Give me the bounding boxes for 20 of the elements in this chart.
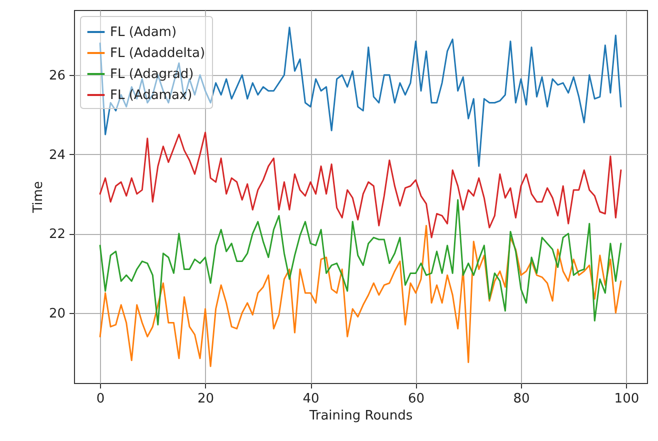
y-tick-label: 24 — [48, 148, 66, 163]
legend-label: FL (Adagrad) — [110, 67, 194, 82]
legend-label: FL (Adaddelta) — [110, 46, 206, 61]
y-axis-title: Time — [30, 181, 46, 214]
x-tick-label: 60 — [408, 392, 425, 406]
line-series — [99, 26, 622, 167]
y-tick-label: 26 — [48, 68, 66, 84]
x-tick-label: 100 — [614, 392, 640, 406]
x-tick-label: 40 — [302, 392, 320, 406]
x-axis-title: Training Rounds — [308, 408, 413, 424]
x-tick-label: 0 — [96, 392, 105, 406]
x-tick-label: 80 — [513, 392, 530, 406]
x-tick-label: 20 — [198, 392, 214, 406]
y-tick-label: 22 — [48, 227, 66, 242]
y-tick-label: 20 — [48, 306, 66, 322]
legend-label: FL (Adamax) — [110, 88, 192, 103]
line-series — [99, 199, 622, 326]
line-series — [99, 224, 622, 368]
line-series — [99, 132, 622, 238]
legend-label: FL (Adam) — [110, 25, 177, 40]
